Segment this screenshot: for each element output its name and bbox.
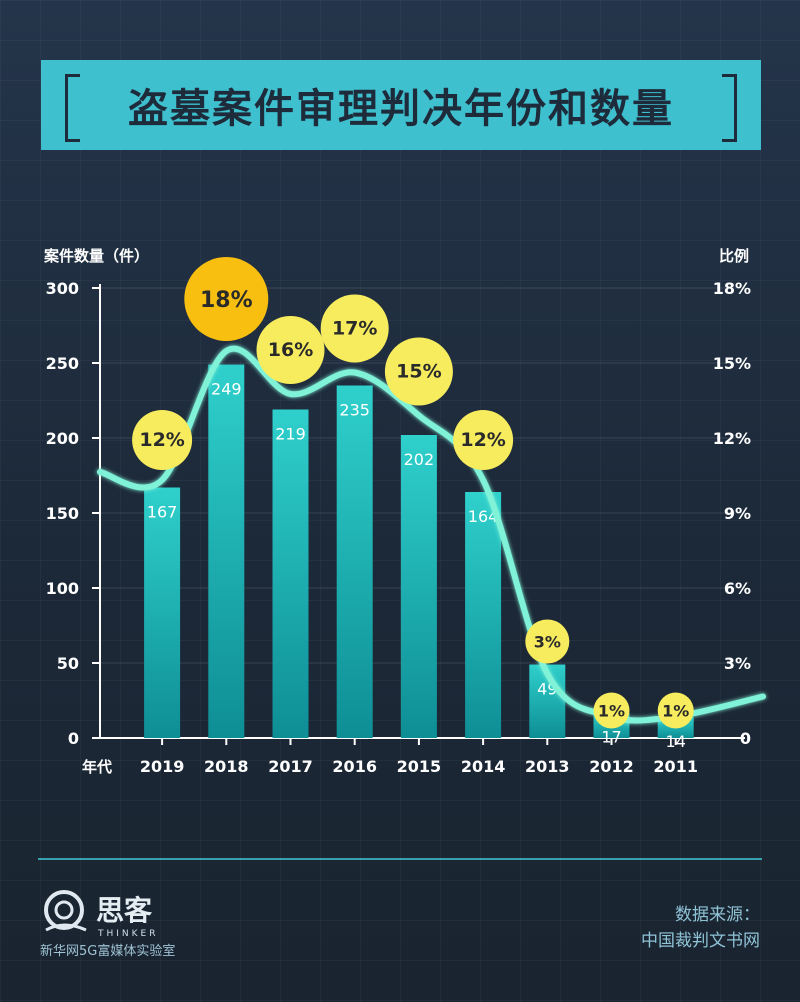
x-tick-label: 2018 xyxy=(204,757,249,776)
x-tick-label: 2012 xyxy=(589,757,634,776)
ratio-badge-circle xyxy=(132,410,193,470)
bar xyxy=(208,364,245,738)
ratio-badge-circle xyxy=(320,294,389,363)
x-tick-label: 2013 xyxy=(525,757,570,776)
ratio-badge: 15% xyxy=(384,337,453,406)
thinker-logo: 思客 THINKER xyxy=(44,890,159,939)
y2-tick-label: 3% xyxy=(724,654,751,673)
title-banner: 盗墓案件审理判决年份和数量 xyxy=(41,60,761,150)
bar xyxy=(272,409,309,738)
bar xyxy=(400,435,437,738)
logo-english: THINKER xyxy=(97,929,159,939)
ratio-badge: 12% xyxy=(453,410,514,470)
y-tick-label: 250 xyxy=(46,354,79,373)
bar xyxy=(336,385,373,738)
ratio-badge-label: 15% xyxy=(396,361,441,383)
ratio-badge-label: 12% xyxy=(139,429,184,451)
swirl-logo-icon xyxy=(44,890,87,932)
y2-tick-label: 15% xyxy=(713,354,751,373)
x-tick-label: 2014 xyxy=(461,757,506,776)
ratio-badge-label: 1% xyxy=(598,702,625,721)
bar xyxy=(465,492,502,738)
y-tick-label: 200 xyxy=(46,429,79,448)
ratio-badge-circle xyxy=(184,257,269,341)
ratio-badge: 12% xyxy=(132,410,193,470)
ratio-badge-circle xyxy=(593,692,630,729)
bar-value-label: 249 xyxy=(211,380,242,399)
ratio-badge-circle xyxy=(657,692,694,729)
source-label: 数据来源： xyxy=(675,905,760,925)
ratio-badge-circle xyxy=(256,316,325,384)
logo-wordmark: 思客 xyxy=(96,894,153,927)
ratio-badge-label: 12% xyxy=(460,429,505,451)
x-tick-label: 2019 xyxy=(140,757,185,776)
bar-value-label: 17 xyxy=(601,728,621,747)
ratio-badge: 1% xyxy=(593,692,630,729)
x-tick-label: 2017 xyxy=(268,757,313,776)
x-axis-title: 年代 xyxy=(82,758,112,776)
ratio-badge: 18% xyxy=(184,257,269,341)
bar-value-label: 167 xyxy=(147,503,178,522)
x-tick-label: 2016 xyxy=(332,757,377,776)
ratio-badge-label: 1% xyxy=(662,702,689,721)
ratio-badge: 17% xyxy=(320,294,389,363)
ratio-badge-label: 3% xyxy=(534,633,561,652)
ratio-badge-label: 16% xyxy=(268,339,313,361)
x-tick-label: 2011 xyxy=(653,757,698,776)
y-tick-label: 150 xyxy=(46,504,79,523)
ratio-badge: 16% xyxy=(256,316,325,384)
y-axis-title: 案件数量（件） xyxy=(43,247,149,265)
logo-caption: 新华网5G富媒体实验室 xyxy=(40,944,176,959)
y2-tick-label: 18% xyxy=(713,279,751,298)
source-value: 中国裁判文书网 xyxy=(641,931,760,951)
ratio-badge-circle xyxy=(453,410,514,470)
ratio-badge-label: 17% xyxy=(332,318,377,340)
title-bracket-right xyxy=(722,74,737,142)
ratio-badge-circle xyxy=(384,337,453,406)
y2-tick-label: 6% xyxy=(724,579,751,598)
y-tick-label: 50 xyxy=(57,654,79,673)
ratio-badge: 3% xyxy=(525,619,570,664)
title-bracket-left xyxy=(65,74,80,142)
x-tick-label: 2015 xyxy=(397,757,442,776)
bar-value-label: 219 xyxy=(275,425,306,444)
y2-axis-title: 比例 xyxy=(719,247,749,265)
y2-tick-label: 0 xyxy=(740,729,751,748)
ratio-badge-label: 18% xyxy=(200,288,253,313)
data-source: 数据来源： 中国裁判文书网 xyxy=(641,902,760,954)
y-tick-label: 300 xyxy=(46,279,79,298)
y-tick-label: 0 xyxy=(68,729,79,748)
bar-value-label: 164 xyxy=(468,507,499,526)
y2-tick-label: 12% xyxy=(713,429,751,448)
y2-tick-label: 9% xyxy=(724,504,751,523)
y-tick-label: 100 xyxy=(46,579,79,598)
footer-divider xyxy=(38,858,762,860)
bar-value-label: 235 xyxy=(339,401,370,420)
chart-title: 盗墓案件审理判决年份和数量 xyxy=(128,86,674,132)
bar xyxy=(144,487,181,738)
ratio-badge-circle xyxy=(525,619,570,664)
ratio-badge: 1% xyxy=(657,692,694,729)
bar-value-label: 202 xyxy=(404,450,435,469)
